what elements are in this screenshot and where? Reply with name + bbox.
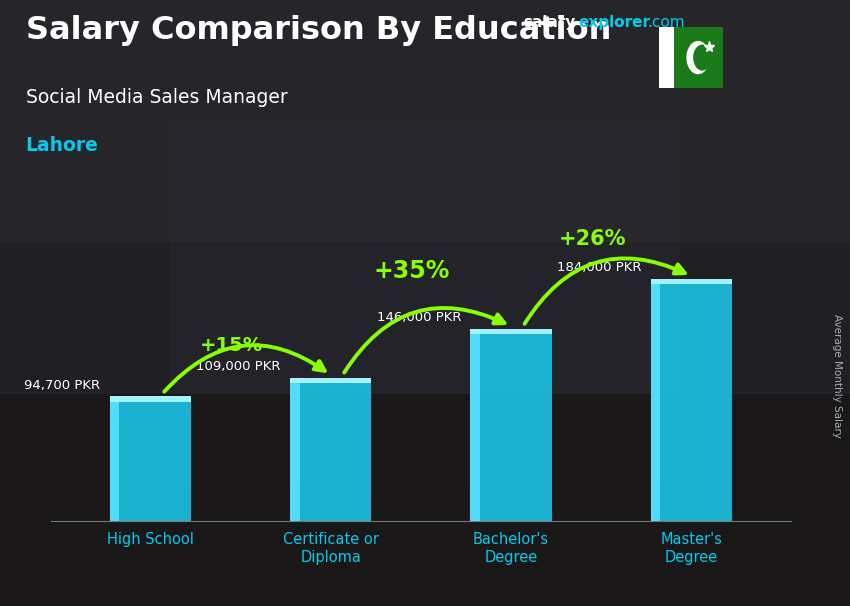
- Text: 184,000 PKR: 184,000 PKR: [558, 261, 642, 274]
- Text: Salary Comparison By Education: Salary Comparison By Education: [26, 15, 611, 46]
- Text: Average Monthly Salary: Average Monthly Salary: [832, 314, 842, 438]
- Text: Social Media Sales Manager: Social Media Sales Manager: [26, 88, 287, 107]
- Bar: [290, 378, 371, 521]
- Text: 94,700 PKR: 94,700 PKR: [25, 379, 100, 392]
- Bar: [170, 121, 680, 485]
- Bar: [0, 394, 850, 606]
- Bar: [110, 396, 190, 402]
- Bar: [110, 396, 190, 521]
- Text: .com: .com: [648, 15, 685, 30]
- Text: +35%: +35%: [373, 259, 450, 283]
- Bar: [470, 329, 480, 521]
- Bar: [290, 378, 300, 521]
- Bar: [651, 279, 660, 521]
- FancyArrowPatch shape: [524, 258, 685, 324]
- Text: Lahore: Lahore: [26, 136, 99, 155]
- FancyArrowPatch shape: [164, 345, 325, 391]
- Bar: [651, 279, 732, 521]
- Bar: [651, 279, 732, 284]
- Circle shape: [693, 44, 711, 70]
- Text: explorer: explorer: [578, 15, 650, 30]
- Text: 109,000 PKR: 109,000 PKR: [196, 360, 281, 373]
- Bar: [290, 378, 371, 383]
- Text: salary: salary: [523, 15, 575, 30]
- Text: +26%: +26%: [558, 229, 626, 249]
- Bar: [659, 27, 673, 88]
- Text: +15%: +15%: [200, 336, 263, 356]
- Circle shape: [686, 41, 710, 74]
- Bar: [470, 329, 552, 335]
- Bar: [470, 329, 552, 521]
- Bar: [0, 0, 850, 242]
- FancyArrowPatch shape: [344, 308, 505, 373]
- Bar: [673, 27, 722, 88]
- Text: 146,000 PKR: 146,000 PKR: [377, 311, 462, 324]
- Bar: [110, 396, 119, 521]
